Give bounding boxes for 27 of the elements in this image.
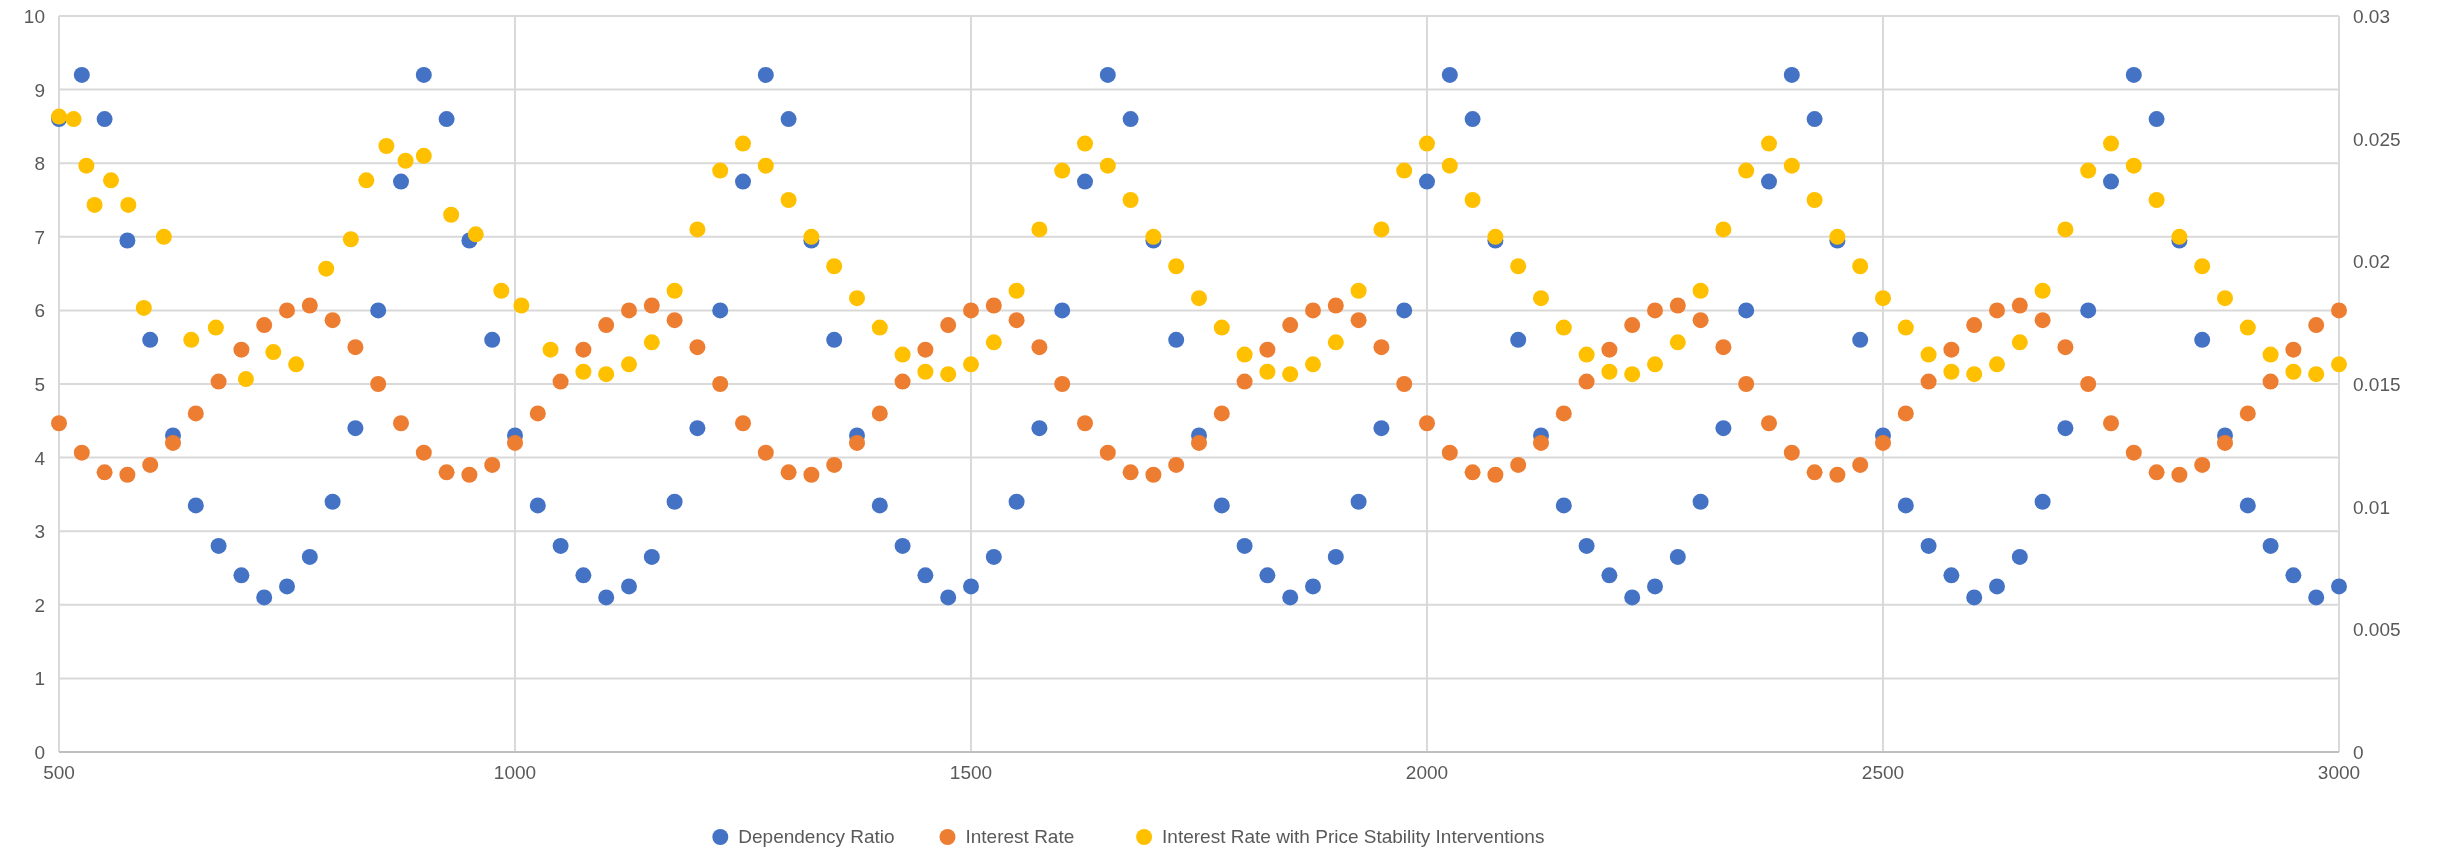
y-tick-label: 10	[23, 6, 45, 27]
y2-tick-label: 0	[2353, 742, 2364, 763]
x-tick-label: 2500	[1861, 762, 1905, 783]
y-tick-label: 2	[34, 594, 45, 616]
y2-tick-label: 0.02	[2353, 251, 2390, 273]
y-tick-label: 0	[34, 742, 45, 763]
y-tick-label: 6	[34, 300, 45, 322]
x-tick-label: 1000	[493, 762, 537, 783]
y-tick-label: 3	[34, 521, 45, 543]
y2-tick-label: 0.03	[2353, 6, 2390, 27]
y-tick-label: 7	[34, 226, 45, 248]
y-tick-label: 5	[34, 374, 45, 395]
legend-label: Dependency Ratio	[738, 826, 895, 847]
x-tick-label: 2000	[1405, 762, 1449, 783]
legend-label: Interest Rate	[965, 826, 1075, 847]
x-tick-label: 3000	[2317, 762, 2361, 783]
y-tick-label: 8	[34, 153, 45, 175]
y-tick-label: 1	[34, 668, 45, 690]
y-tick-label: 9	[34, 79, 45, 101]
x-tick-label: 500	[43, 762, 75, 783]
y2-tick-label: 0.01	[2353, 496, 2390, 518]
y2-tick-label: 0.025	[2353, 128, 2401, 150]
legend-label: Interest Rate with Price Stability Interventions	[1162, 826, 1545, 847]
y2-tick-label: 0.005	[2353, 619, 2401, 641]
y-tick-label: 4	[34, 447, 46, 469]
y2-tick-label: 0.015	[2353, 374, 2401, 395]
x-tick-label: 1500	[949, 762, 993, 783]
